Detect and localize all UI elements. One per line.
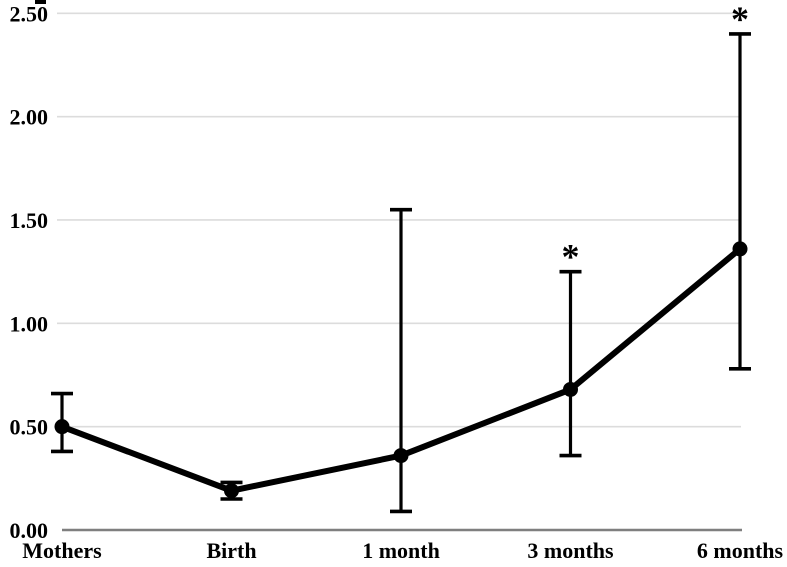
y-axis-tick-label: 0.50	[10, 415, 49, 440]
y-axis-tick-label: 1.00	[10, 311, 49, 336]
x-axis-category-label: 3 months	[527, 538, 614, 563]
data-point-marker	[563, 381, 578, 397]
data-point-marker	[54, 419, 70, 435]
y-axis-tick-label: 0.00	[10, 518, 49, 543]
significance-asterisk: *	[731, 0, 749, 39]
x-axis-category-label: 6 months	[697, 538, 784, 563]
data-point-marker	[224, 483, 239, 499]
x-axis-category-label: 1 month	[362, 538, 440, 563]
cropped-artifact-mark	[35, 0, 46, 4]
data-point-marker	[393, 448, 409, 464]
x-axis-category-label: Mothers	[22, 538, 102, 563]
y-axis-tick-label: 2.00	[10, 105, 49, 130]
y-axis-tick-label: 2.50	[10, 1, 49, 26]
y-axis-tick-label: 1.50	[10, 208, 49, 233]
significance-asterisk: *	[562, 237, 580, 277]
data-point-marker	[732, 241, 748, 257]
x-axis-category-label: Birth	[206, 538, 256, 563]
